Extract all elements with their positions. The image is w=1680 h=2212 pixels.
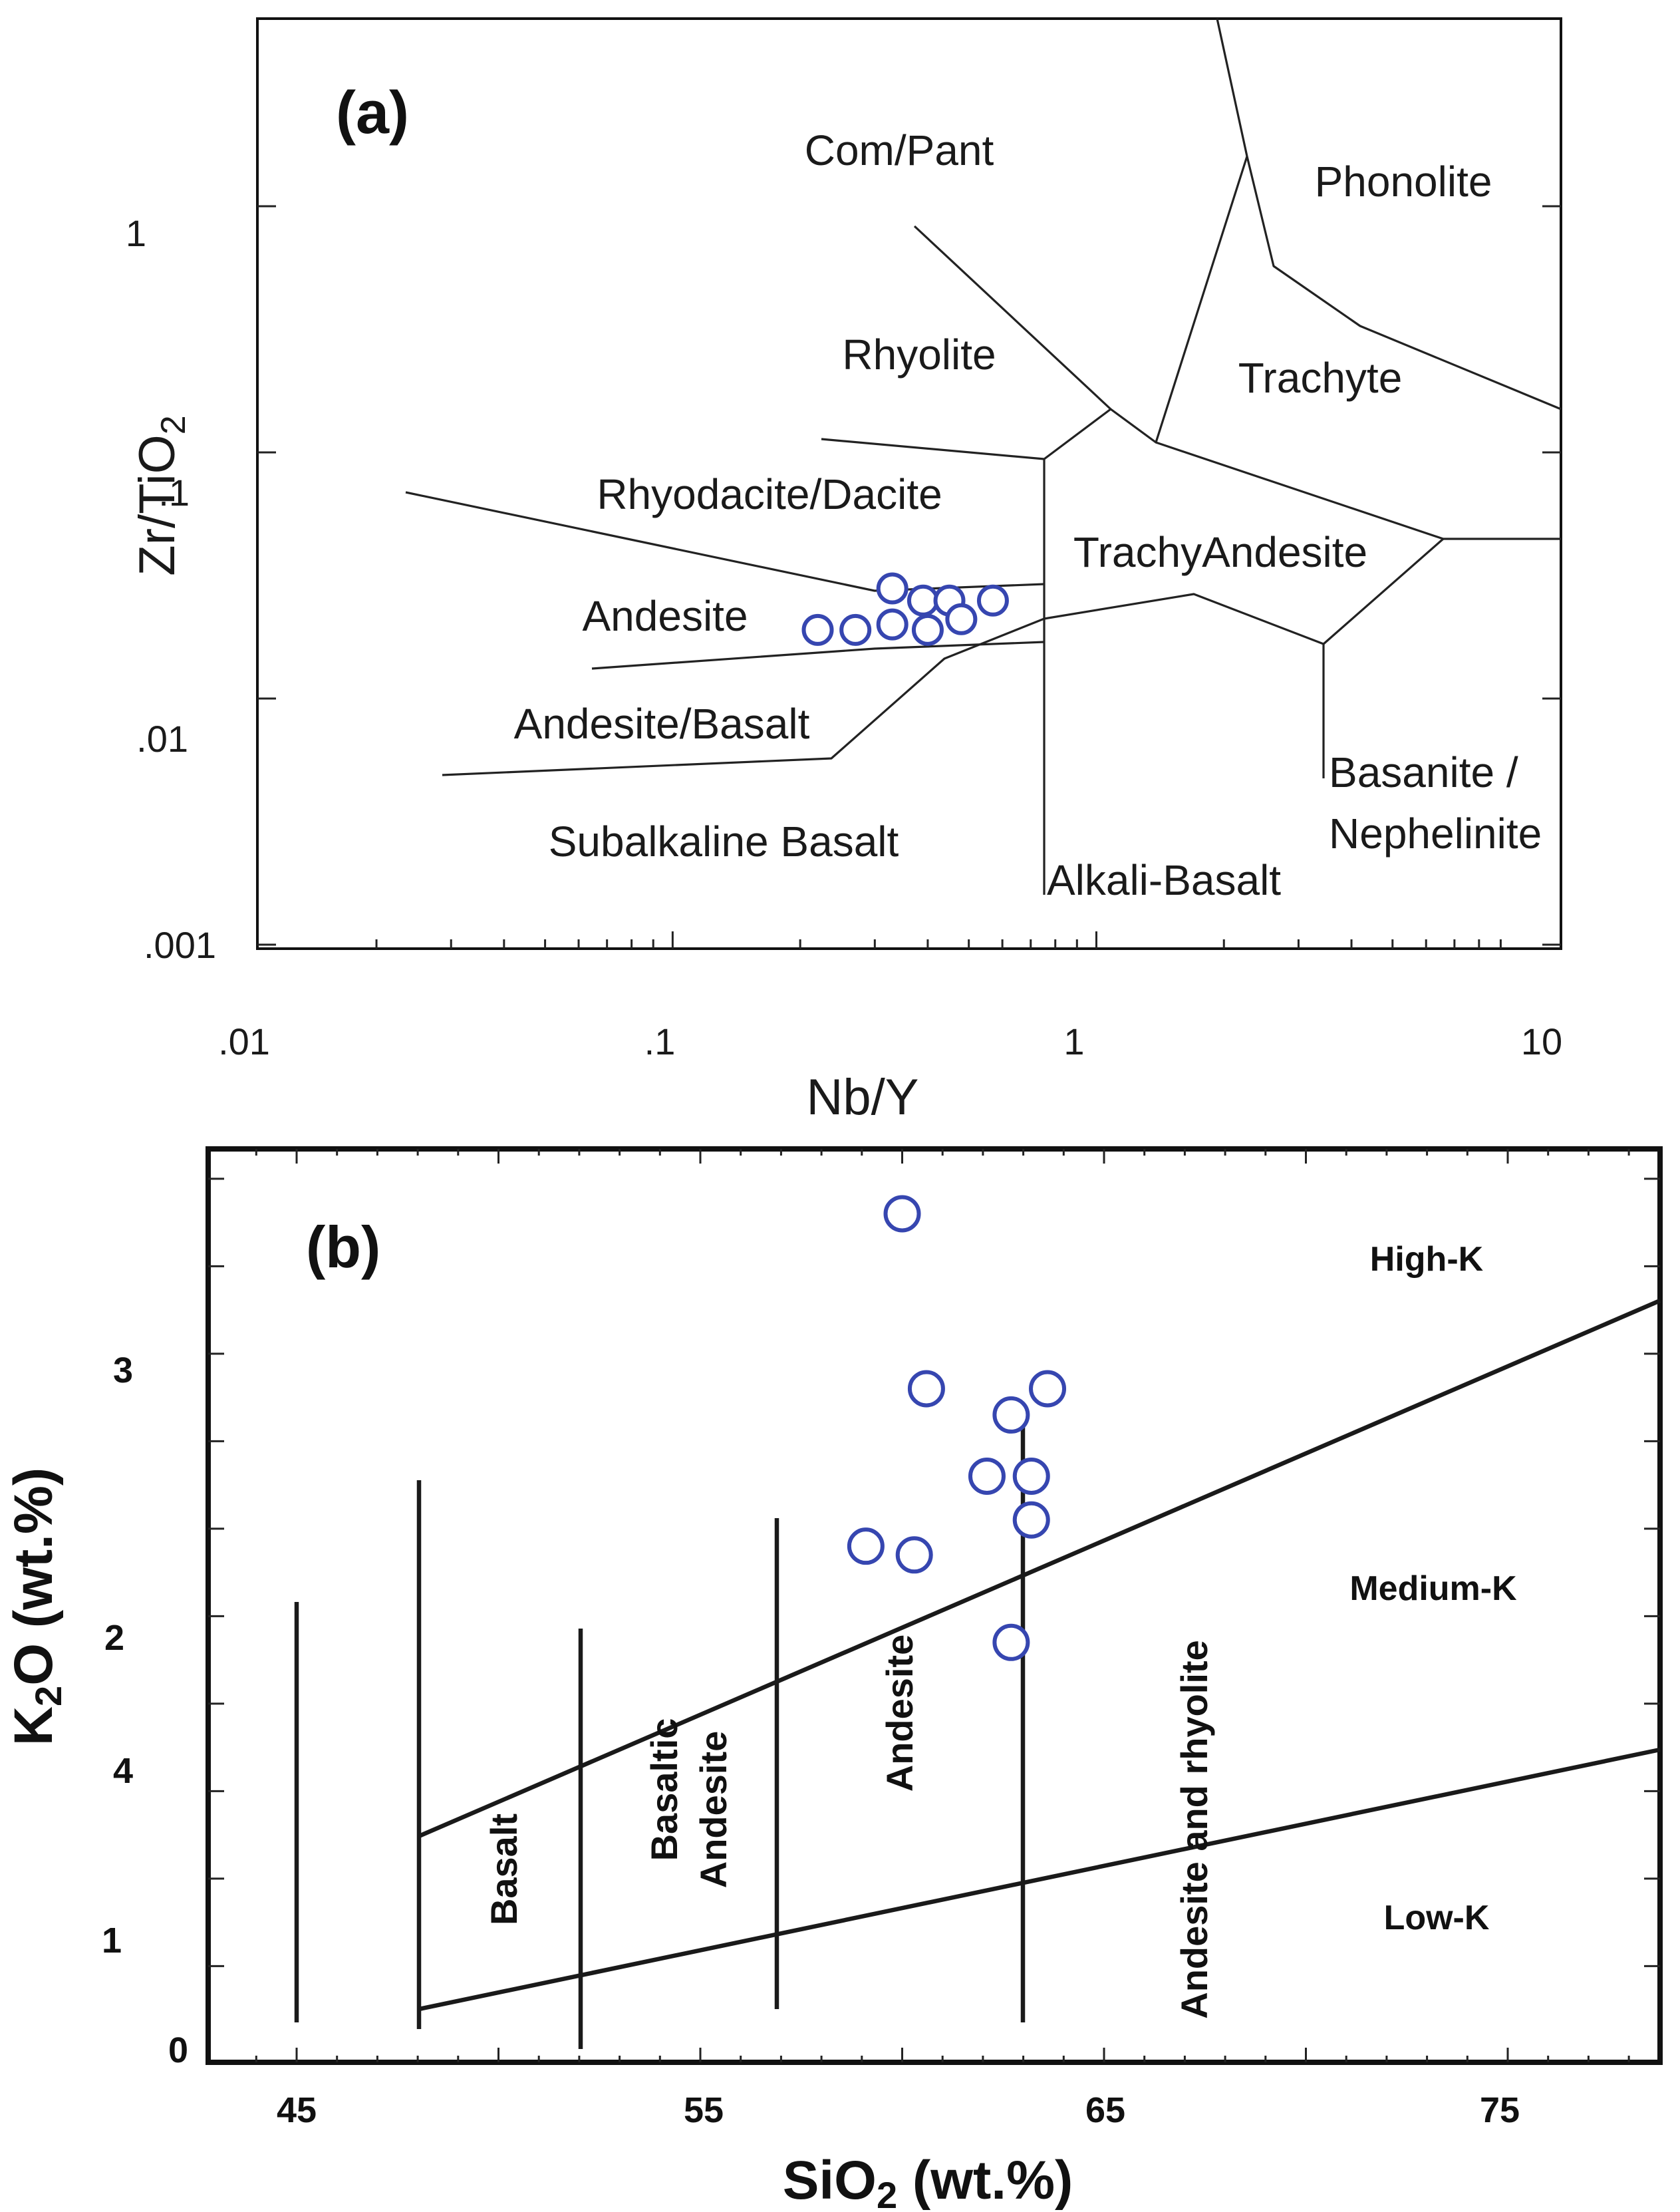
boundary-trachyte-trachyandesite [1155, 441, 1561, 540]
data-point [907, 1370, 945, 1408]
data-point [992, 1396, 1030, 1434]
panel-a-boundaries [405, 18, 1562, 895]
label-andesite: Andesite [879, 1635, 920, 1792]
field-label-trachyandesite: TrachyAndesite [1073, 528, 1367, 576]
data-point [876, 608, 909, 641]
label-high-k: High-K [1370, 1240, 1484, 1279]
x-tick-label: 65 [1085, 2090, 1125, 2130]
field-label-trachyte: Trachyte [1238, 354, 1403, 402]
data-point [968, 1457, 1006, 1495]
y-tick-label: 1 [102, 1921, 122, 1961]
panel-b-series-labels: High-K Medium-K Low-K [1349, 1240, 1517, 1937]
field-label-nephelinite: Nephelinite [1329, 810, 1542, 858]
x-tick-label: 75 [1480, 2090, 1520, 2130]
x-tick-label: .01 [218, 1021, 270, 1062]
panel-a-label: (a) [336, 80, 409, 146]
boundary-andesite-andesite-basalt [591, 641, 1045, 670]
field-label-com-pant: Com/Pant [805, 126, 994, 174]
data-point [847, 1527, 885, 1565]
field-label-rhyolite: Rhyolite [842, 331, 996, 379]
data-point [883, 1195, 921, 1233]
boundary-com-pant-rhyolite [913, 225, 1112, 410]
field-label-alkali-basalt: Alkali-Basalt [1047, 856, 1281, 904]
panel-a-x-axis-title: Nb/Y [807, 1069, 919, 1126]
label-basaltic: Basaltic [643, 1718, 685, 1861]
data-point [801, 613, 834, 646]
boundary-low-k [418, 1747, 1661, 2012]
y-tick-label: .001 [144, 924, 216, 966]
panel-b-y-axis-title: K2O (wt.%) [3, 1468, 69, 1746]
field-label-basanite: Basanite / [1329, 748, 1518, 796]
x-tick-label: 55 [684, 2090, 724, 2130]
label-medium-k: Medium-K [1349, 1569, 1517, 1608]
field-label-subalkaline-basalt: Subalkaline Basalt [549, 818, 899, 866]
x-tick-label: 45 [277, 2090, 317, 2130]
data-point [1012, 1501, 1050, 1539]
y-tick-label: 1 [126, 212, 146, 254]
panel-a-y-axis-title: Zr/TiO2 [129, 415, 193, 575]
panel-b-points [847, 1195, 1067, 1661]
panel-b: High-K Medium-K Low-K Basalt Basaltic An… [3, 1146, 1663, 2212]
data-point [1012, 1457, 1050, 1495]
data-point [1029, 1370, 1067, 1408]
field-label-rhyodacite-dacite: Rhyodacite/Dacite [597, 470, 942, 518]
data-point [976, 584, 1009, 617]
data-point [992, 1623, 1030, 1661]
panel-a-x-tick-labels: .01 .1 1 10 [218, 1021, 1562, 1062]
panel-b-x-axis-title: SiO2 (wt.%) [783, 2150, 1073, 2212]
panel-b-rock-labels: Basalt Basaltic Andesite Andesite Andesi… [483, 1635, 1215, 2019]
data-point [895, 1536, 933, 1574]
label-andesite-and-rhyolite: Andesite and rhyolite [1173, 1640, 1215, 2018]
y-tick-label: .1 [158, 472, 190, 514]
y-tick-label: 0 [168, 2030, 188, 2070]
data-point [907, 584, 939, 617]
panel-a-points [801, 572, 1009, 646]
field-label-andesite: Andesite [582, 592, 748, 640]
panel-a-frame [256, 17, 1562, 950]
data-point [839, 613, 872, 646]
panel-a: Com/Pant Phonolite Rhyolite Trachyte Rhy… [126, 17, 1562, 1126]
x-tick-label: .1 [644, 1021, 676, 1062]
boundary-trachyte-rhyolite [821, 156, 1248, 460]
data-point [911, 613, 944, 646]
label-low-k: Low-K [1384, 1899, 1490, 1937]
y-tick-label: 3 [113, 1350, 133, 1390]
x-tick-label: 1 [1063, 1021, 1084, 1062]
y-tick-label: 2 [104, 1618, 124, 1658]
panel-b-frame [206, 1146, 1663, 2065]
panel-b-label: (b) [306, 1214, 380, 1280]
panel-a-y-tick-labels: .001 .01 .1 1 [126, 212, 216, 966]
panel-a-ticks [257, 205, 1561, 949]
y-tick-label: 4 [113, 1751, 133, 1791]
field-label-andesite-basalt: Andesite/Basalt [514, 700, 810, 748]
panel-b-ticks [208, 1149, 1660, 2062]
label-basaltic-andesite: Andesite [692, 1731, 734, 1889]
panel-b-x-tick-labels: 45 55 65 75 [277, 2090, 1520, 2130]
panel-b-y-tick-labels: 0 1 2 3 4 [102, 1350, 188, 2070]
field-label-phonolite: Phonolite [1315, 158, 1492, 206]
label-basalt: Basalt [483, 1814, 525, 1925]
boundary-phonolite-left [1216, 18, 1562, 410]
x-tick-label: 10 [1521, 1021, 1562, 1062]
boundary-high-k [418, 1299, 1661, 1838]
y-tick-label: .01 [136, 718, 188, 760]
data-point [876, 572, 909, 605]
panel-a-field-labels: Com/Pant Phonolite Rhyolite Trachyte Rhy… [514, 126, 1542, 904]
data-point [945, 603, 978, 635]
